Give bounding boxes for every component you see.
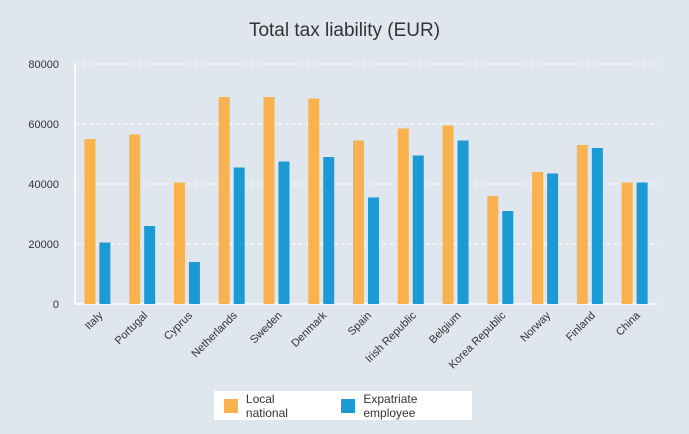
bar-expatriate-employee-finland [591,148,603,304]
bar-local-national-irish-republic [397,128,409,304]
bar-expatriate-employee-cyprus [188,262,200,304]
y-tick-label-0: 0 [53,299,59,311]
y-tick-label-40000: 40000 [28,179,59,191]
legend-label-expatriate-employee: Expatriate employee [363,391,418,420]
x-tick-label-belgium: Belgium [427,310,464,347]
bar-expatriate-employee-sweden [278,161,290,304]
x-tick-label-denmark: Denmark [289,309,329,349]
bar-local-national-korea-republic [487,196,499,304]
y-tick-label-20000: 20000 [28,239,59,251]
bar-expatriate-employee-italy [99,242,111,304]
x-tick-label-cyprus: Cyprus [162,309,195,342]
chart-title: Total tax liability (EUR) [248,20,441,41]
legend-label-local-national: Local national [245,391,288,420]
x-tick-label-portugal: Portugal [113,310,150,347]
bar-local-national-norway [532,172,544,304]
x-tick-label-finland: Finland [564,310,598,344]
bar-expatriate-employee-china [636,182,648,304]
bar-local-national-cyprus [173,182,185,304]
bar-local-national-italy [84,139,96,304]
bar-expatriate-employee-korea-republic [502,211,514,304]
legend-swatch-local-national [224,398,238,413]
y-tick-label-80000: 80000 [28,59,59,71]
bar-local-national-spain [353,140,364,304]
bar-expatriate-employee-netherlands [233,167,245,304]
bar-expatriate-employee-denmark [323,157,335,304]
bar-expatriate-employee-norway [547,173,559,304]
x-tick-label-norway: Norway [518,309,553,344]
x-tick-label-netherlands: Netherlands [189,309,240,360]
bar-local-national-portugal [129,134,141,304]
legend-item-expatriate-employee: Expatriate employee [341,392,472,420]
x-tick-label-italy: Italy [83,309,106,332]
bar-expatriate-employee-irish-republic [412,155,424,304]
bar-expatriate-employee-portugal [144,226,156,304]
bar-local-national-denmark [308,98,320,304]
y-tick-label-60000: 60000 [28,119,59,131]
bar-local-national-belgium [442,125,454,304]
legend-swatch-expatriate-employee [341,398,356,413]
x-tick-label-spain: Spain [346,310,374,338]
bar-expatriate-employee-spain [368,197,379,304]
bar-local-national-netherlands [218,97,230,304]
legend-item-local-national: Local national [224,392,319,420]
bar-local-national-china [621,182,633,304]
x-tick-label-china: China [614,309,643,338]
legend: Local national Expatriate employee [214,391,472,420]
bar-local-national-sweden [263,97,275,304]
bar-expatriate-employee-belgium [457,140,469,304]
x-tick-label-sweden: Sweden [248,310,285,347]
bar-local-national-finland [576,145,588,304]
